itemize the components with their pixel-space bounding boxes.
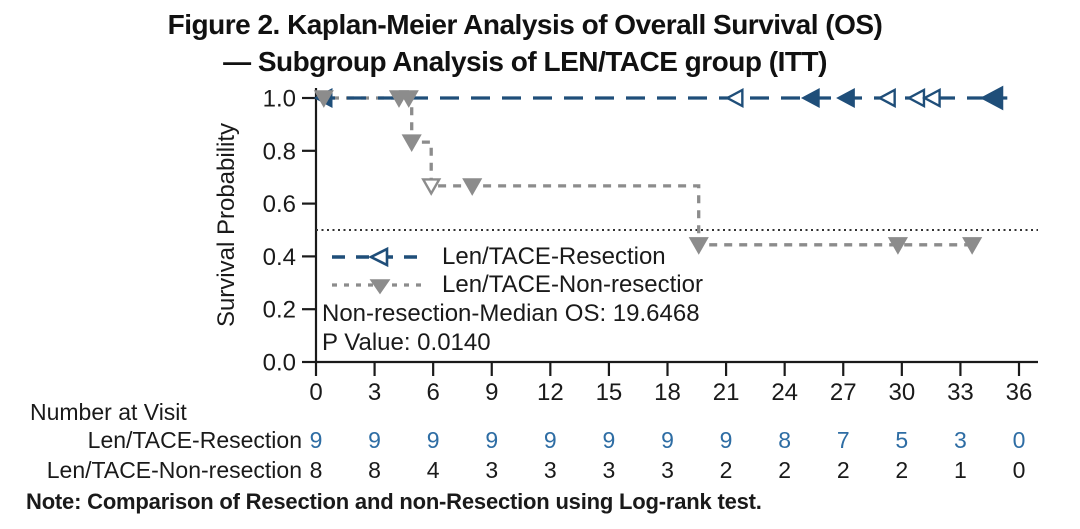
at-risk-number: 4 (426, 457, 440, 483)
y-tick-label: 0.2 (263, 297, 296, 324)
at-risk-number: 9 (719, 427, 733, 453)
legend-item-resection: Len/TACE-Resection (322, 243, 703, 271)
figure-title-line1: Figure 2. Kaplan-Meier Analysis of Overa… (167, 9, 883, 40)
figure-title-line2: — Subgroup Analysis of LEN/TACE group (I… (223, 46, 827, 77)
figure-title: Figure 2. Kaplan-Meier Analysis of Overa… (0, 6, 1050, 80)
at-risk-number: 9 (309, 427, 323, 453)
at-risk-number: 9 (368, 427, 381, 453)
x-tick-label: 21 (713, 379, 740, 406)
p-value-text: P Value: 0.0140 (322, 329, 491, 356)
x-tick-label: 15 (596, 379, 623, 406)
y-axis-label: Survival Probability (213, 122, 240, 328)
legend-item-non-resection: Len/TACE-Non-resectior (322, 271, 703, 299)
at-risk-number: 9 (543, 427, 557, 453)
at-risk-number: 9 (661, 427, 674, 453)
at-risk-row-label: Len/TACE-Non-resection (46, 457, 302, 483)
censor-marker-left-triangle (877, 88, 896, 108)
censor-marker-left-triangle (724, 88, 744, 108)
censor-marker-left-triangle (922, 88, 941, 108)
y-tick-label: 0.0 (263, 350, 296, 377)
y-tick-label: 0.4 (263, 244, 296, 271)
at-risk-number: 9 (485, 427, 499, 453)
censor-marker-left-triangle (906, 88, 926, 108)
median-os-text: Non-resection-Median OS: 19.6468 (322, 300, 700, 327)
legend-label-non-resection: Len/TACE-Non-resectior (442, 271, 703, 298)
at-risk-number: 8 (778, 427, 792, 453)
series-line-len-tace-non-resection (316, 96, 976, 247)
x-tick-label: 3 (368, 379, 381, 406)
x-tick-label: 27 (830, 379, 857, 406)
resection-line-sample-icon (332, 246, 428, 268)
at-risk-number: 7 (836, 427, 850, 453)
y-tick-label: 1.0 (263, 86, 296, 113)
at-risk-number: 5 (895, 427, 909, 453)
at-risk-number: 3 (954, 427, 967, 453)
x-tick-label: 6 (426, 379, 439, 406)
censor-marker-down-triangle (313, 90, 334, 108)
at-risk-number: 3 (543, 457, 557, 483)
at-risk-number: 8 (309, 457, 323, 483)
x-tick-label: 36 (1006, 379, 1033, 406)
at-risk-number: 2 (778, 457, 792, 483)
legend: Len/TACE-Resection Len/TACE-Non-resectio… (322, 243, 703, 357)
censor-marker-down-triangle (688, 237, 709, 255)
censor-marker-left-triangle (800, 88, 820, 108)
censor-marker-down-triangle (887, 237, 908, 255)
at-risk-number: 2 (719, 457, 733, 483)
censor-marker-left-triangle (980, 85, 1004, 111)
censor-marker-left-triangle (836, 88, 855, 108)
censor-marker-down-triangle (962, 237, 983, 255)
at-risk-number: 3 (485, 457, 499, 483)
at-risk-number: 9 (426, 427, 440, 453)
x-tick-label: 24 (771, 379, 798, 406)
censor-marker-down-triangle (401, 134, 422, 153)
at-risk-number: 3 (661, 457, 674, 483)
non-resection-line-sample-icon (332, 279, 428, 295)
x-tick-label: 18 (654, 379, 681, 406)
at-risk-number: 3 (602, 457, 616, 483)
at-risk-number: 2 (836, 457, 850, 483)
footnote: Note: Comparison of Resection and non-Re… (26, 489, 762, 514)
x-tick-label: 0 (309, 379, 322, 406)
censor-marker-down-triangle (421, 178, 442, 196)
at-risk-number: 1 (954, 457, 967, 483)
number-at-visit-header: Number at Visit (30, 399, 187, 425)
at-risk-row-label: Len/TACE-Resection (87, 427, 302, 453)
x-tick-label: 9 (485, 379, 498, 406)
at-risk-number: 0 (1012, 427, 1026, 453)
x-tick-label: 12 (537, 379, 564, 406)
at-risk-number: 2 (895, 457, 909, 483)
y-tick-label: 0.6 (263, 191, 296, 218)
y-tick-label: 0.8 (263, 138, 296, 165)
censor-marker-down-triangle (462, 178, 483, 196)
at-risk-number: 8 (368, 457, 381, 483)
censor-marker-down-triangle (398, 90, 419, 108)
legend-label-resection: Len/TACE-Resection (442, 243, 666, 270)
x-tick-label: 30 (888, 379, 915, 406)
at-risk-number: 0 (1012, 457, 1026, 483)
x-tick-label: 33 (947, 379, 974, 406)
at-risk-number: 9 (602, 427, 616, 453)
